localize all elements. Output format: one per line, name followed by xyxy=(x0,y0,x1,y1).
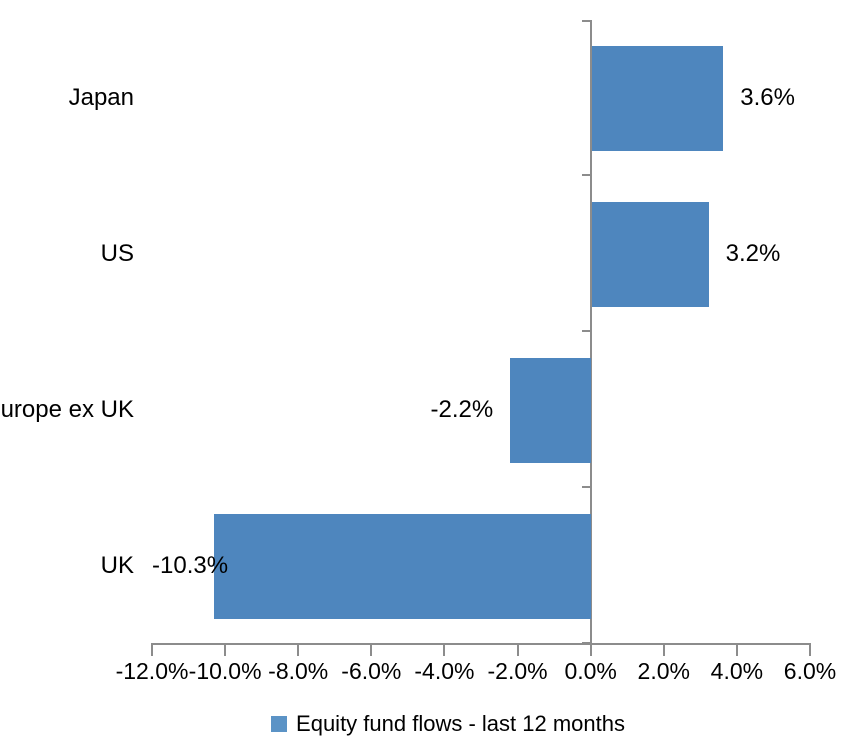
x-tick-label: -8.0% xyxy=(268,658,329,684)
x-tick xyxy=(151,643,153,656)
value-label: -10.3% xyxy=(152,552,229,579)
x-tick xyxy=(809,643,811,656)
x-tick xyxy=(516,643,519,656)
x-tick xyxy=(735,643,738,656)
category-tick xyxy=(581,20,590,22)
legend-marker-icon xyxy=(271,716,288,732)
category-tick xyxy=(581,330,590,332)
value-label: -2.2% xyxy=(430,396,494,423)
x-tick-label: -6.0% xyxy=(341,658,402,684)
x-tick xyxy=(589,643,592,656)
x-tick-label: -2.0% xyxy=(487,658,548,684)
x-tick-label: 2.0% xyxy=(637,658,690,684)
bar xyxy=(510,357,591,463)
value-label: 3.6% xyxy=(740,84,795,111)
x-tick-label: 0.0% xyxy=(564,658,617,684)
x-tick-label: -10.0% xyxy=(188,658,262,684)
category-tick xyxy=(581,174,590,176)
x-tick-label: 6.0% xyxy=(783,658,837,684)
zero-axis-line xyxy=(589,20,592,656)
category-label: Europe ex UK xyxy=(0,396,134,423)
category-tick xyxy=(581,486,590,488)
x-tick xyxy=(224,643,227,656)
bar xyxy=(214,513,591,619)
x-tick-label: -4.0% xyxy=(414,658,475,684)
x-axis-line xyxy=(152,643,810,645)
x-tick xyxy=(370,643,373,656)
plot-area: -12.0% -10.0% -8.0% -6.0% -4.0% -2.0% 0.0% 2.0%… xyxy=(116,20,836,684)
value-label: 3.2% xyxy=(725,240,781,267)
x-tick-label: 4.0% xyxy=(710,658,764,684)
legend: Equity fund flows - last 12 months xyxy=(44,706,852,742)
bar xyxy=(591,201,709,307)
x-tick-label: -12.0% xyxy=(115,658,189,684)
category-axis: Japan US Europe ex UK UK xyxy=(0,20,134,644)
category-label: UK xyxy=(100,552,134,579)
x-tick xyxy=(443,643,446,656)
category-label: Japan xyxy=(68,84,134,111)
category-label: US xyxy=(100,240,134,267)
x-tick xyxy=(662,643,665,656)
bar xyxy=(591,45,724,151)
x-tick xyxy=(297,643,300,656)
legend-label: Equity fund flows - last 12 months xyxy=(296,711,625,736)
